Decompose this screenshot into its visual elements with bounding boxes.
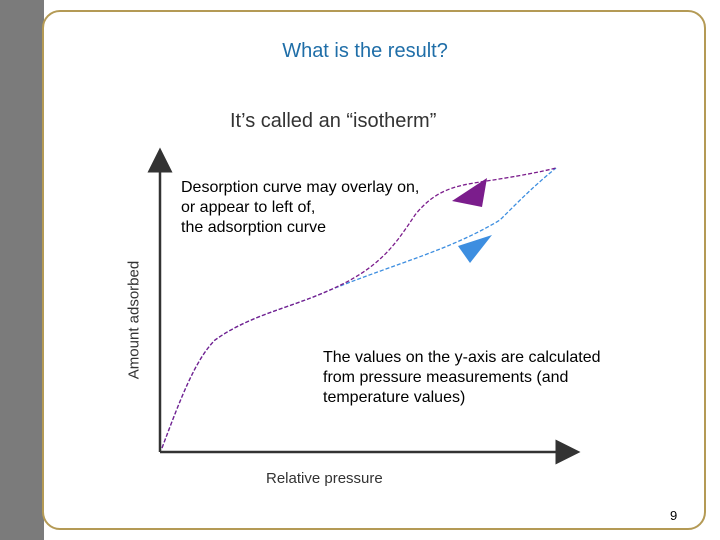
desorption-note: Desorption curve may overlay on, or appe… [181,179,420,236]
page-number: 9 [670,508,678,523]
figure-caption: It’s called an “isotherm” [230,110,437,132]
desorption-curve [161,167,557,449]
y-values-note: The values on the y-axis are calculated … [323,349,601,406]
adsorption-arrow-head [458,235,492,263]
x-axis-label: Relative pressure [266,470,383,487]
y-axis-label: Amount adsorbed [125,260,143,380]
slide-title: What is the result? [282,40,448,62]
decorative-side-strip [0,0,44,540]
desorption-arrow-head [452,178,487,207]
slide-frame [42,10,706,530]
